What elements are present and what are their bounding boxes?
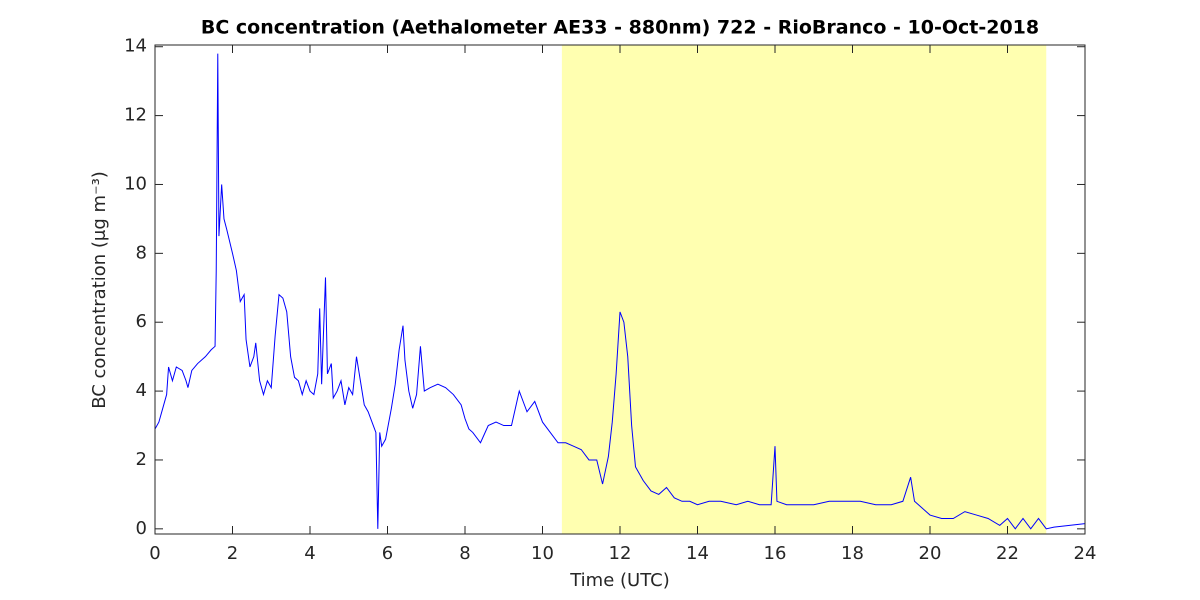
x-tick-label: 2 <box>227 543 238 564</box>
x-tick-label: 16 <box>764 543 787 564</box>
y-tick-label: 0 <box>136 518 147 539</box>
x-tick-label: 24 <box>1074 543 1097 564</box>
x-tick-label: 22 <box>996 543 1019 564</box>
shaded-span <box>561 45 1047 534</box>
x-tick-label: 20 <box>919 543 942 564</box>
x-tick-label: 6 <box>382 543 393 564</box>
y-tick-label: 14 <box>124 36 147 57</box>
data-line <box>154 53 1086 530</box>
x-tick-label: 18 <box>841 543 864 564</box>
y-tick-label: 8 <box>136 242 147 263</box>
x-axis-label: Time (UTC) <box>569 570 670 591</box>
x-tick-label: 12 <box>609 543 632 564</box>
y-tick-label: 4 <box>136 380 147 401</box>
x-tick-label: 4 <box>304 543 315 564</box>
y-axis-label: BC concentration (μg m⁻³) <box>89 171 110 409</box>
y-tick-label: 12 <box>124 105 147 126</box>
x-tick-label: 0 <box>149 543 160 564</box>
y-tick-label: 6 <box>136 311 147 332</box>
plot-frame <box>154 44 1086 535</box>
x-tick-label: 10 <box>531 543 554 564</box>
chart-title: BC concentration (Aethalometer AE33 - 88… <box>201 17 1039 39</box>
y-tick-label: 10 <box>124 173 147 194</box>
x-tick-label: 8 <box>459 543 470 564</box>
x-tick-label: 14 <box>686 543 709 564</box>
y-tick-label: 2 <box>136 449 147 470</box>
